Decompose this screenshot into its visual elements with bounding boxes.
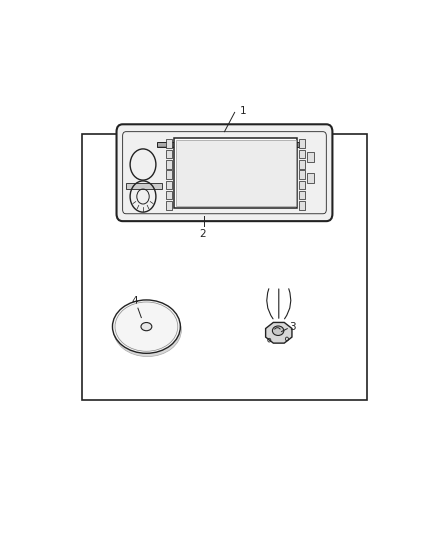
Ellipse shape <box>113 300 180 353</box>
Bar <box>299 181 305 189</box>
Bar <box>166 160 172 168</box>
Bar <box>166 170 172 179</box>
Bar <box>82 134 367 400</box>
Bar <box>166 150 172 158</box>
Bar <box>166 140 172 148</box>
Text: 4: 4 <box>132 296 138 306</box>
Text: 3: 3 <box>289 322 296 333</box>
Bar <box>299 140 305 148</box>
Bar <box>299 201 305 209</box>
Text: 1: 1 <box>240 106 247 116</box>
Bar <box>166 201 172 209</box>
Ellipse shape <box>113 303 181 357</box>
Bar <box>174 138 297 207</box>
Bar <box>299 150 305 158</box>
FancyBboxPatch shape <box>123 132 326 214</box>
Polygon shape <box>265 322 292 343</box>
Bar <box>158 143 297 147</box>
Bar <box>307 152 314 163</box>
Bar <box>299 170 305 179</box>
Bar <box>307 173 314 183</box>
Bar <box>126 183 162 189</box>
Text: 2: 2 <box>199 229 206 239</box>
Bar <box>166 181 172 189</box>
Bar <box>176 140 296 206</box>
FancyBboxPatch shape <box>117 124 332 221</box>
Bar <box>299 160 305 168</box>
Bar <box>157 142 299 147</box>
Ellipse shape <box>141 322 152 330</box>
Bar <box>299 191 305 199</box>
Bar <box>166 191 172 199</box>
Ellipse shape <box>272 326 284 335</box>
